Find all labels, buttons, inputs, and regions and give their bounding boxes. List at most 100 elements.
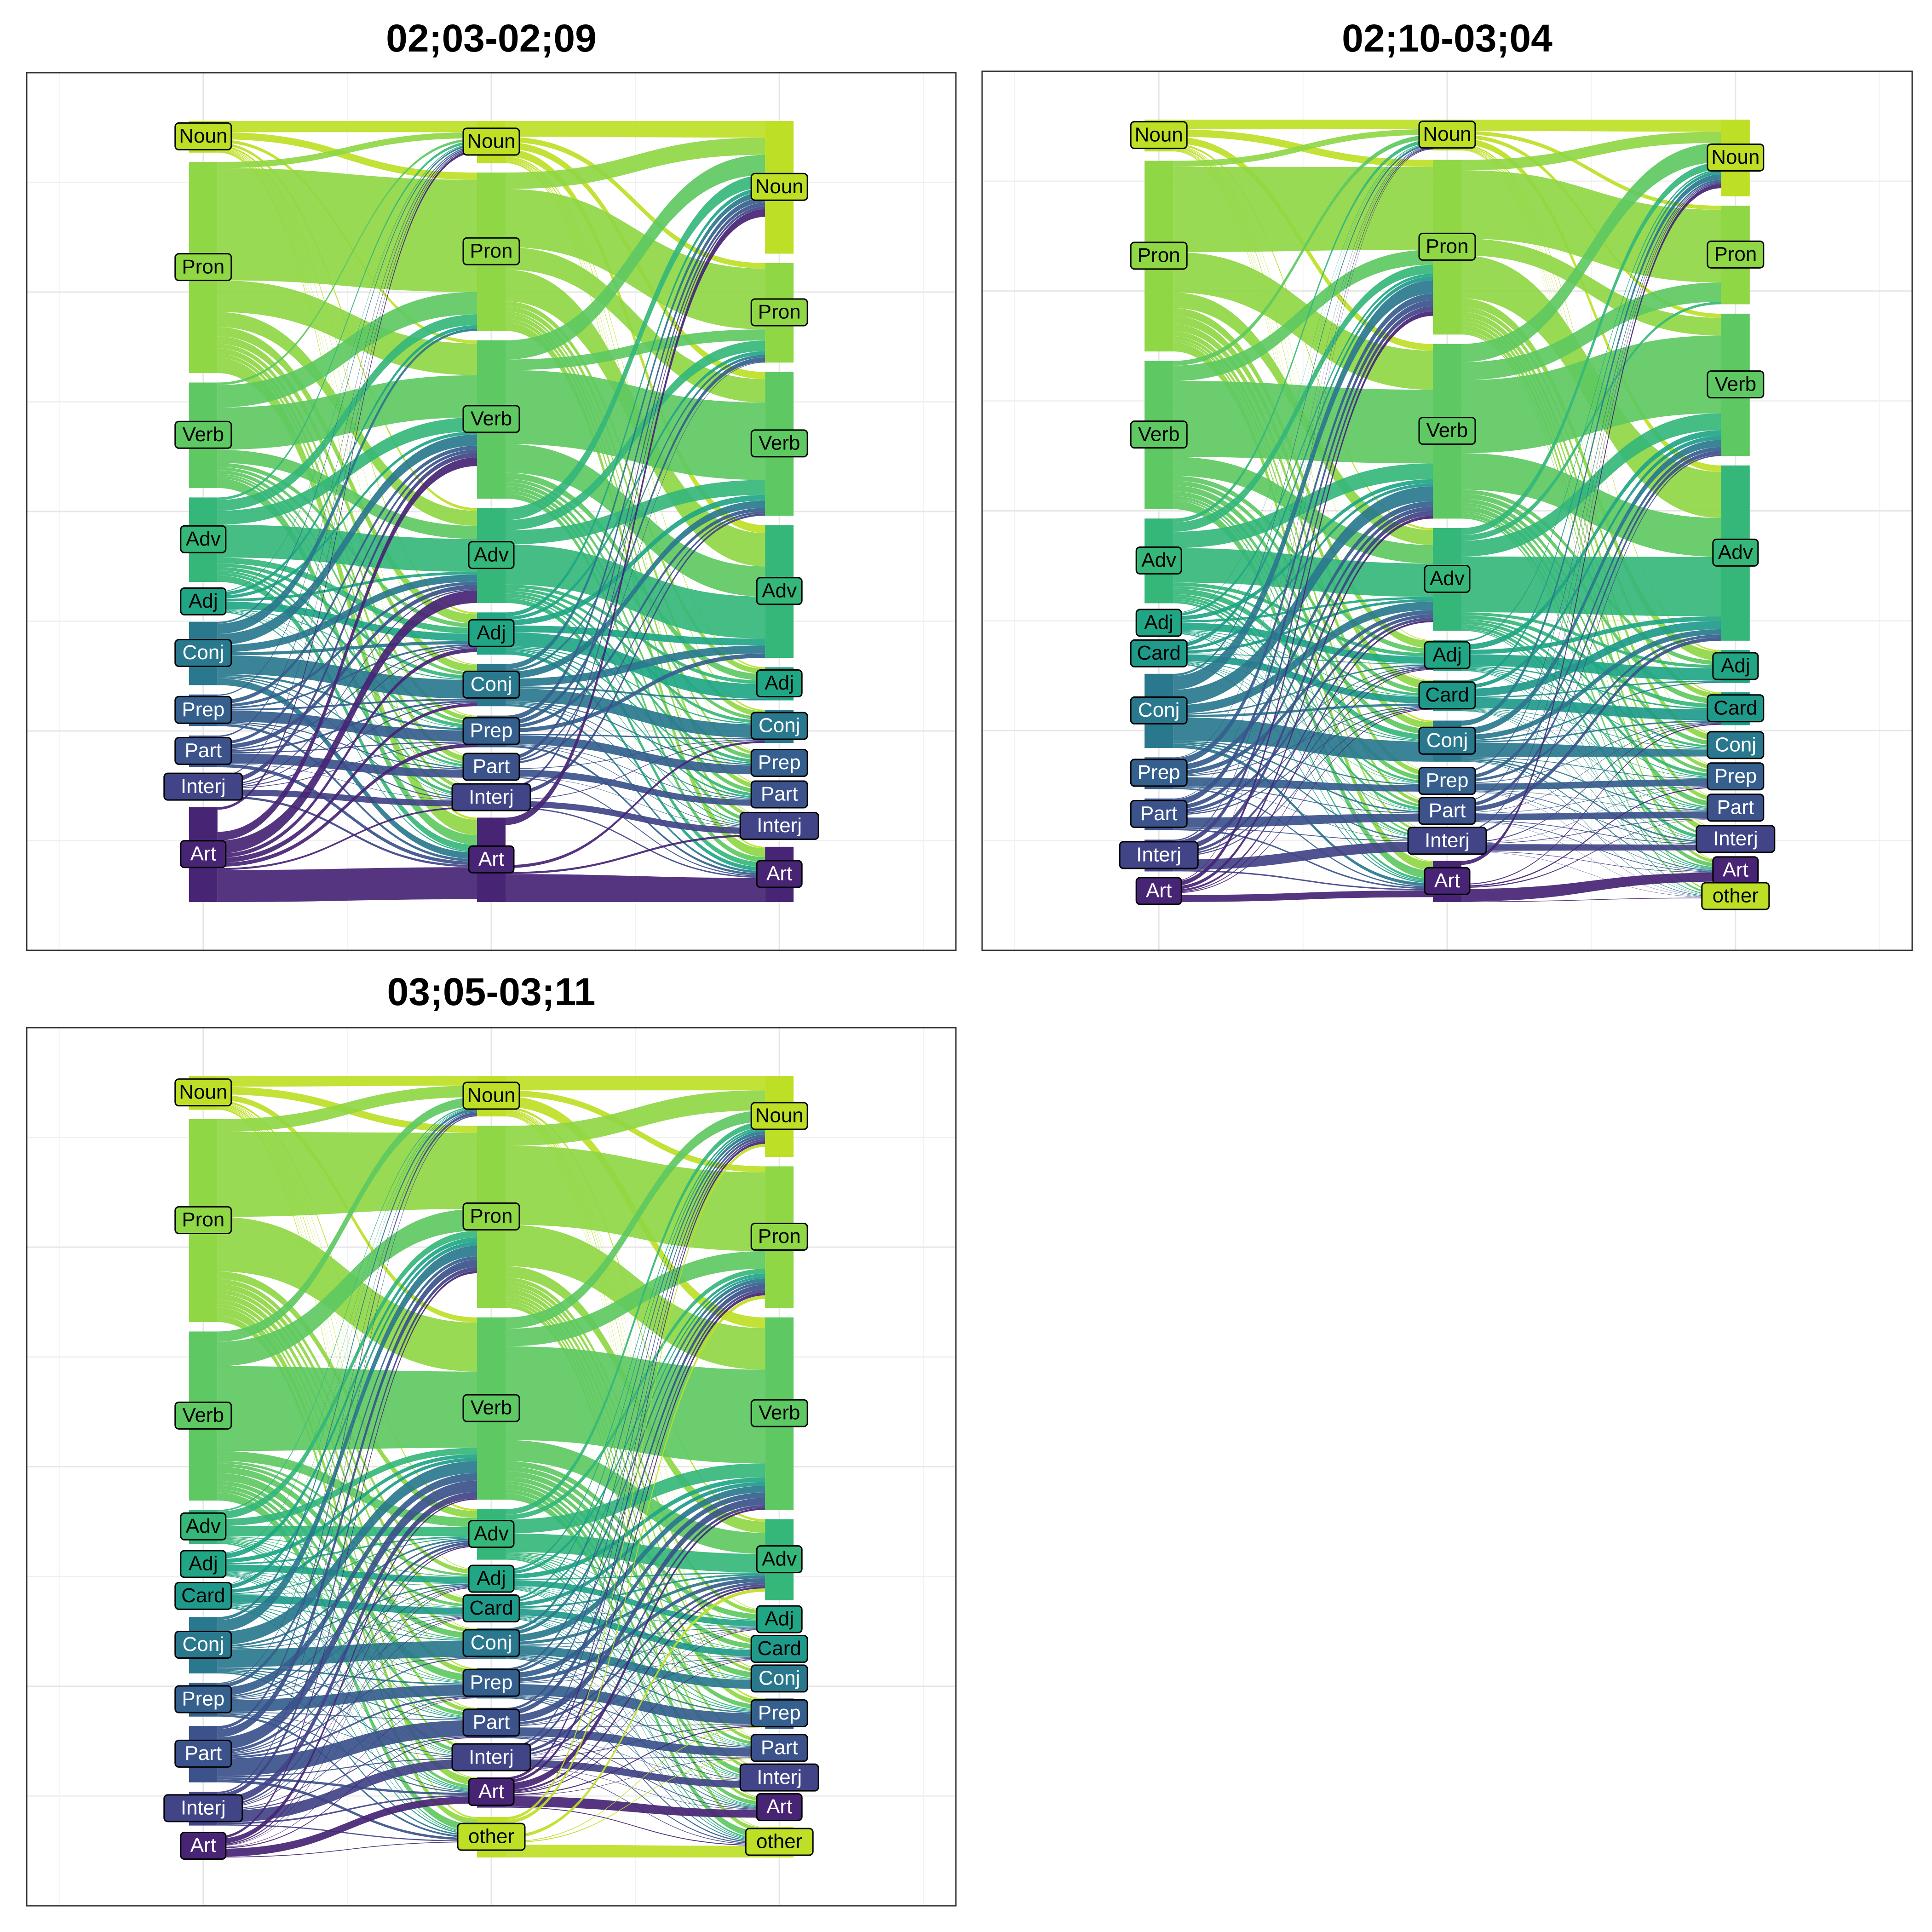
flow-adv-to-part bbox=[506, 1555, 765, 1746]
flow-adj-to-adj bbox=[217, 1564, 477, 1583]
flow-card-to-part bbox=[1461, 709, 1721, 810]
flow-noun-to-conj bbox=[1461, 147, 1721, 736]
flow-pron-to-prep bbox=[1461, 317, 1721, 770]
flow-adj-to-interj bbox=[217, 1573, 477, 1756]
flow-conj-to-verb bbox=[217, 1461, 477, 1645]
flow-art-to-adv bbox=[217, 590, 477, 854]
label-adv: Adv bbox=[468, 1520, 515, 1548]
flow-pron-to-verb bbox=[506, 247, 765, 403]
flow-interj-to-interj bbox=[506, 800, 765, 834]
node-label-text: Verb bbox=[183, 423, 224, 446]
flow-card-to-interj bbox=[506, 1617, 765, 1780]
node-label-text: Art bbox=[190, 842, 216, 865]
flow-adj-to-prep bbox=[1173, 631, 1433, 784]
label-part: Part bbox=[174, 736, 232, 765]
flow-prep-to-adv bbox=[1461, 634, 1721, 782]
flow-prep-to-conj bbox=[506, 734, 765, 740]
label-conj: Conj bbox=[1707, 731, 1765, 759]
node-label-text: Part bbox=[1429, 799, 1466, 822]
flow-adv-to-art bbox=[217, 1541, 477, 1789]
node-label-text: Adj bbox=[765, 1608, 794, 1630]
flow-art-to-pron bbox=[217, 1271, 477, 1839]
flow-prep-to-pron bbox=[1173, 293, 1433, 765]
flow-art-to-noun bbox=[506, 209, 765, 825]
flow-prep-to-art bbox=[506, 1696, 765, 1809]
flow-prep-to-verb bbox=[1461, 447, 1721, 779]
flow-conj-to-pron bbox=[1173, 280, 1433, 690]
flow-adv-to-adv bbox=[506, 1533, 765, 1573]
label-prep: Prep bbox=[174, 696, 232, 724]
label-noun: Noun bbox=[750, 1102, 808, 1130]
flow-art-to-art bbox=[1173, 890, 1433, 902]
flow-conj-to-pron bbox=[506, 355, 765, 672]
label-pron: Pron bbox=[174, 253, 232, 282]
flow-adj-to-noun bbox=[506, 1127, 765, 1571]
label-adj: Adj bbox=[468, 1564, 515, 1593]
flow-adj-to-conj bbox=[1173, 630, 1433, 741]
flow-part-to-adv bbox=[506, 1582, 765, 1725]
flow-card-to-part bbox=[506, 1616, 765, 1747]
flow-interj-to-verb bbox=[217, 1492, 477, 1805]
flow-part-to-art bbox=[506, 776, 765, 877]
label-conj: Conj bbox=[750, 1664, 808, 1693]
label-noun: Noun bbox=[174, 122, 232, 150]
flow-part-to-conj bbox=[217, 1657, 477, 1757]
flow-part-to-part bbox=[506, 769, 765, 806]
flow-verb-to-noun bbox=[506, 1110, 765, 1329]
node-label-text: Adv bbox=[1141, 549, 1176, 571]
flow-prep-to-adj bbox=[506, 1627, 765, 1683]
node-label-text: Card bbox=[1137, 642, 1180, 664]
flow-adv-to-conj bbox=[1173, 588, 1433, 740]
label-verb: Verb bbox=[462, 1394, 520, 1422]
flows bbox=[1173, 120, 1721, 902]
flow-conj-to-adj bbox=[506, 1627, 765, 1645]
flow-verb-to-other bbox=[217, 1492, 477, 1832]
flow-interj-to-verb bbox=[217, 453, 477, 785]
flow-part-to-noun bbox=[217, 147, 477, 737]
flow-pron-to-interj bbox=[506, 319, 765, 820]
label-verb: Verb bbox=[750, 429, 808, 458]
flow-pron-to-conj bbox=[217, 1289, 477, 1633]
flow-prep-to-prep bbox=[1461, 779, 1721, 790]
flow-noun-to-art bbox=[217, 150, 477, 820]
flow-part-to-pron bbox=[506, 362, 765, 763]
flow-interj-to-pron bbox=[506, 1289, 765, 1753]
flow-pron-to-verb bbox=[217, 280, 477, 375]
flow-noun-to-noun bbox=[217, 121, 477, 132]
flow-interj-to-other bbox=[217, 1824, 477, 1842]
node-label-text: Prep bbox=[1426, 769, 1469, 792]
flow-adj-to-noun bbox=[217, 143, 477, 592]
flow-card-to-noun bbox=[506, 1129, 765, 1601]
flow-interj-to-other bbox=[1461, 851, 1721, 898]
node-label-text: Interj bbox=[1425, 829, 1470, 851]
flow-adv-to-verb bbox=[1461, 413, 1721, 557]
flow-noun-to-adj bbox=[217, 1102, 477, 1570]
flow-part-to-part bbox=[1461, 811, 1721, 820]
flow-prep-to-conj bbox=[217, 1657, 477, 1700]
label-part: Part bbox=[750, 780, 808, 809]
flow-part-to-noun bbox=[217, 1112, 477, 1729]
node-label-text: Conj bbox=[471, 1632, 512, 1654]
flow-conj-to-conj bbox=[1461, 742, 1721, 757]
flow-verb-to-art bbox=[217, 1489, 477, 1788]
node-label-text: Pron bbox=[470, 1205, 513, 1227]
flow-verb-to-part bbox=[506, 486, 765, 794]
flow-pron-to-conj bbox=[217, 336, 477, 673]
node-label-text: Noun bbox=[755, 175, 804, 198]
flow-part-to-verb bbox=[1461, 451, 1721, 807]
label-pron: Pron bbox=[174, 1206, 232, 1235]
label-art: Art bbox=[1424, 867, 1471, 895]
flow-verb-to-noun bbox=[1173, 135, 1433, 366]
label-other: other bbox=[745, 1828, 814, 1856]
flow-verb-to-verb bbox=[217, 1366, 477, 1451]
flow-conj-to-prep bbox=[1173, 741, 1433, 785]
flow-conj-to-art bbox=[1173, 745, 1433, 886]
flow-art-to-art bbox=[506, 1796, 765, 1818]
node-label-text: Conj bbox=[759, 1667, 800, 1690]
node-label-text: Adj bbox=[1432, 644, 1462, 666]
flow-prep-to-part bbox=[217, 721, 477, 770]
flow-adv-to-interj bbox=[1173, 599, 1433, 838]
flow-art-to-adj bbox=[1173, 669, 1433, 893]
node-label-text: Noun bbox=[467, 1084, 515, 1107]
flow-verb-to-pron bbox=[506, 1251, 765, 1346]
